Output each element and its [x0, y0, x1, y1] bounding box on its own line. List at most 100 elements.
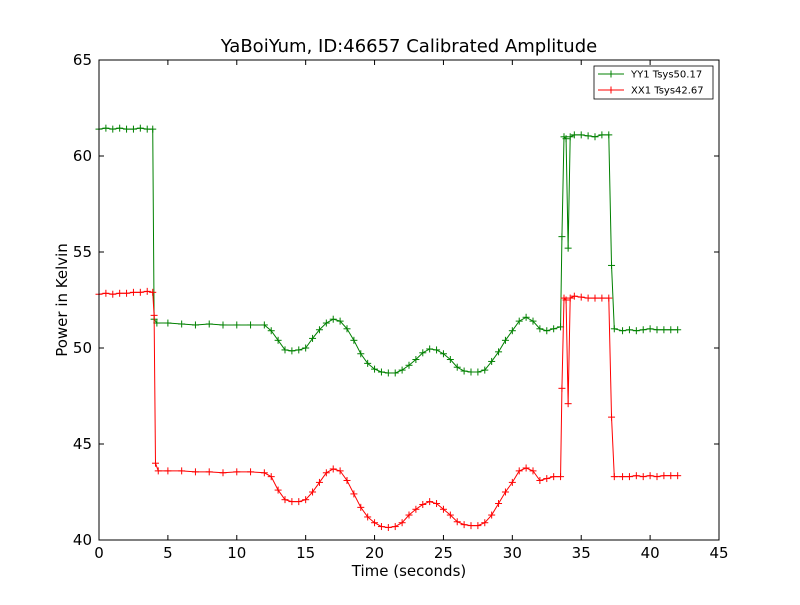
data-point	[377, 523, 385, 531]
data-point	[102, 124, 110, 132]
data-point	[302, 496, 310, 504]
x-tick-label: 5	[163, 544, 173, 562]
data-point	[550, 473, 558, 481]
data-point	[102, 289, 110, 297]
data-point	[674, 472, 682, 480]
data-point	[564, 244, 572, 252]
data-point	[109, 125, 117, 133]
chart-title: YaBoiYum, ID:46657 Calibrated Amplitude	[220, 36, 597, 57]
y-axis-label: Power in Kelvin	[53, 243, 71, 357]
data-point	[605, 294, 613, 302]
legend-entry-yy1: YY1 Tsys50.17	[598, 70, 702, 81]
data-point	[577, 131, 585, 139]
data-point	[260, 321, 268, 329]
y-tick-label: 40	[73, 531, 92, 549]
x-tick-label: 40	[641, 544, 660, 562]
data-point	[149, 125, 157, 133]
data-point	[570, 292, 578, 300]
legend-marker	[607, 70, 615, 78]
data-point	[536, 476, 544, 484]
data-point	[129, 288, 137, 296]
data-point	[557, 473, 565, 481]
legend-label: YY1 Tsys50.17	[630, 70, 702, 81]
data-point	[371, 365, 379, 373]
data-point	[357, 503, 365, 511]
data-point	[260, 469, 268, 477]
data-point	[405, 511, 413, 519]
data-point	[625, 326, 633, 334]
data-point	[439, 505, 447, 513]
data-point	[191, 468, 199, 476]
data-point	[584, 294, 592, 302]
data-point	[123, 289, 131, 297]
data-point	[116, 124, 124, 132]
data-point	[667, 326, 675, 334]
data-point	[460, 367, 468, 375]
data-point	[149, 288, 157, 296]
legend-marker	[607, 86, 615, 94]
data-point	[515, 467, 523, 475]
y-tick-label: 65	[73, 51, 92, 69]
data-point	[151, 459, 159, 467]
data-point	[529, 317, 537, 325]
data-point	[136, 288, 144, 296]
data-point	[619, 473, 627, 481]
data-point	[371, 519, 379, 527]
data-point	[608, 261, 616, 269]
data-point	[646, 472, 654, 480]
data-point	[632, 472, 640, 480]
data-point	[488, 511, 496, 519]
data-point	[109, 290, 117, 298]
x-tick-label: 15	[296, 544, 315, 562]
data-point	[178, 320, 186, 328]
data-point	[247, 321, 255, 329]
data-point	[667, 472, 675, 480]
data-point	[501, 336, 509, 344]
data-point	[288, 498, 296, 506]
y-tick-label: 50	[73, 339, 92, 357]
data-point	[453, 363, 461, 371]
data-point	[329, 465, 337, 473]
data-point	[598, 131, 606, 139]
data-point	[233, 321, 241, 329]
data-point	[433, 346, 441, 354]
data-point	[191, 321, 199, 329]
data-point	[343, 476, 351, 484]
data-point	[329, 315, 337, 323]
data-point	[558, 384, 566, 392]
data-point	[364, 513, 372, 521]
data-point	[364, 359, 372, 367]
data-point	[309, 334, 317, 342]
data-point	[653, 326, 661, 334]
y-tick-label: 60	[73, 147, 92, 165]
y-tick-label: 55	[73, 243, 92, 261]
data-point	[481, 366, 489, 374]
data-point	[143, 287, 151, 295]
data-point	[562, 135, 570, 143]
data-point	[566, 294, 574, 302]
data-point	[522, 464, 530, 472]
data-point	[598, 294, 606, 302]
data-point	[433, 500, 441, 508]
legend-marker-plus	[607, 86, 615, 94]
data-point	[584, 132, 592, 140]
data-point	[608, 413, 616, 421]
data-point	[384, 524, 392, 532]
data-point	[178, 467, 186, 475]
data-point	[219, 469, 227, 477]
data-point	[274, 486, 282, 494]
data-point	[315, 478, 323, 486]
legend-label: XX1 Tsys42.67	[631, 86, 704, 97]
data-point	[150, 311, 158, 319]
data-point	[322, 319, 330, 327]
x-tick-label: 45	[709, 544, 728, 562]
data-point	[116, 289, 124, 297]
data-point	[529, 467, 537, 475]
data-point	[233, 468, 241, 476]
data-point	[391, 523, 399, 531]
data-point	[536, 325, 544, 333]
data-point	[281, 496, 289, 504]
x-tick-label: 0	[94, 544, 104, 562]
data-point	[405, 361, 413, 369]
